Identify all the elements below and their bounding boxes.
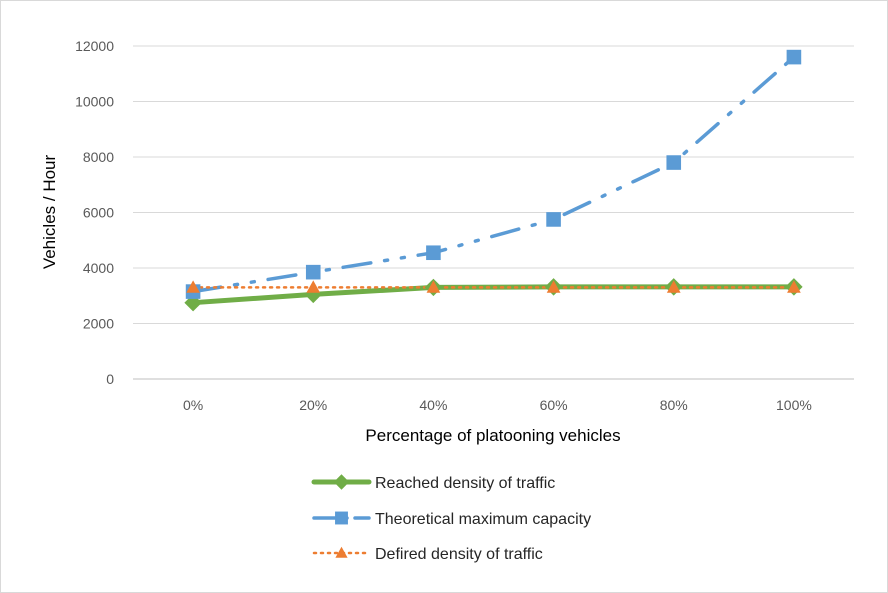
- data-point-square: [426, 245, 441, 261]
- data-point-triangle: [787, 280, 801, 293]
- data-point-square: [335, 511, 348, 525]
- data-point-diamond: [333, 474, 350, 490]
- gridlines: [133, 45, 854, 380]
- y-tick-labels: 0 2000 4000 6000 8000 10000 12000: [75, 38, 114, 387]
- y-tick-label: 4000: [83, 260, 114, 276]
- series-markers: [184, 49, 803, 312]
- data-point-triangle: [186, 280, 200, 293]
- y-tick-label: 2000: [83, 316, 114, 332]
- data-point-triangle: [306, 280, 321, 293]
- legend: Reached density of traffic Theoretical ma…: [311, 474, 591, 563]
- x-tick-label: 80%: [660, 397, 688, 413]
- x-tick-label: 40%: [419, 397, 447, 413]
- y-tick-label: 12000: [75, 38, 114, 54]
- data-point-triangle: [546, 280, 561, 293]
- legend-label: Defired density of traffic: [375, 546, 543, 563]
- x-tick-label: 20%: [299, 397, 327, 413]
- y-tick-label: 8000: [83, 149, 114, 165]
- legend-label: Reached density of traffic: [375, 475, 555, 492]
- data-point-triangle: [426, 280, 441, 293]
- x-axis-label: Percentage of platooning vehicles: [365, 426, 620, 445]
- data-point-triangle: [666, 280, 681, 293]
- data-point-triangle: [335, 546, 348, 558]
- x-tick-label: 0%: [183, 397, 203, 413]
- data-point-square: [666, 155, 682, 170]
- data-point-square: [305, 264, 321, 280]
- series-line: [190, 284, 797, 306]
- data-point-square: [786, 49, 802, 65]
- x-tick-label: 60%: [540, 397, 568, 413]
- x-tick-label: 100%: [776, 397, 812, 413]
- x-tick-labels: 0% 20% 40% 60% 80% 100%: [183, 397, 812, 413]
- y-axis-label: Vehicles / Hour: [40, 154, 59, 269]
- legend-item: Defired density of traffic: [312, 546, 543, 563]
- y-tick-label: 10000: [75, 94, 114, 110]
- legend-item: Theoretical maximum capacity: [312, 511, 591, 528]
- legend-label: Theoretical maximum capacity: [375, 511, 591, 528]
- legend-item: Reached density of traffic: [311, 474, 555, 492]
- series-lines: [190, 55, 797, 306]
- y-tick-label: 0: [106, 371, 114, 387]
- y-tick-label: 6000: [83, 205, 114, 221]
- data-point-square: [546, 212, 561, 227]
- series-line: [191, 55, 796, 294]
